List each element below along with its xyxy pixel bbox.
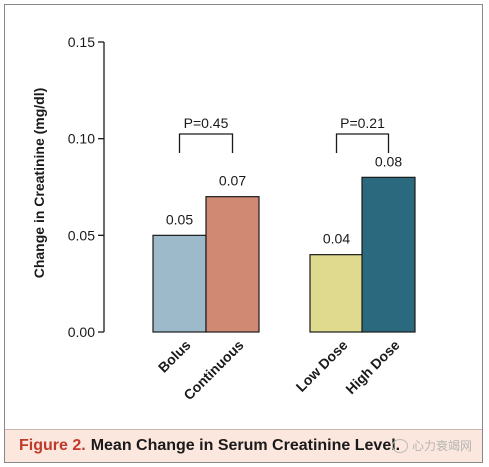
p-value-bracket — [178, 133, 234, 153]
bar-bolus — [152, 234, 207, 333]
creatinine-bar-chart: 0.00 0.05 0.10 0.15 Change in Creatinine (mg… — [31, 34, 416, 403]
y-tick-label: 0.10 — [68, 131, 95, 147]
p-value-bracket — [335, 133, 390, 153]
figure-title: Mean Change in Serum Creatinine Level. — [90, 437, 401, 454]
bar-value-label: 0.07 — [219, 173, 246, 189]
bar-high-dose — [361, 176, 416, 333]
y-tick-label: 0.00 — [68, 324, 95, 340]
figure-frame: 0.00 0.05 0.10 0.15 Change in Creatinine (mg… — [4, 4, 483, 463]
plot-area: 0.00 0.05 0.10 0.15 Change in Creatinine (mg… — [5, 5, 482, 427]
p-value-label: P=0.21 — [340, 115, 385, 131]
figure-number: Figure 2. — [19, 437, 86, 454]
x-category-label: High Dose — [342, 337, 402, 397]
p-value-label: P=0.45 — [184, 115, 229, 131]
bar-continuous — [205, 196, 260, 333]
bar-value-label: 0.05 — [166, 211, 193, 227]
y-axis-title: Change in Creatinine (mg/dl) — [31, 88, 47, 279]
bar-value-label: 0.04 — [323, 231, 350, 247]
wechat-logo-icon — [391, 438, 408, 453]
bar-low-dose — [309, 254, 364, 333]
y-tick-label: 0.15 — [68, 34, 95, 50]
bar-value-label: 0.08 — [375, 153, 402, 169]
x-category-label: Bolus — [155, 337, 194, 376]
y-tick-label: 0.05 — [68, 227, 95, 243]
watermark-text: 心力衰竭网 — [411, 439, 472, 453]
watermark: 心力衰竭网 — [391, 437, 472, 454]
